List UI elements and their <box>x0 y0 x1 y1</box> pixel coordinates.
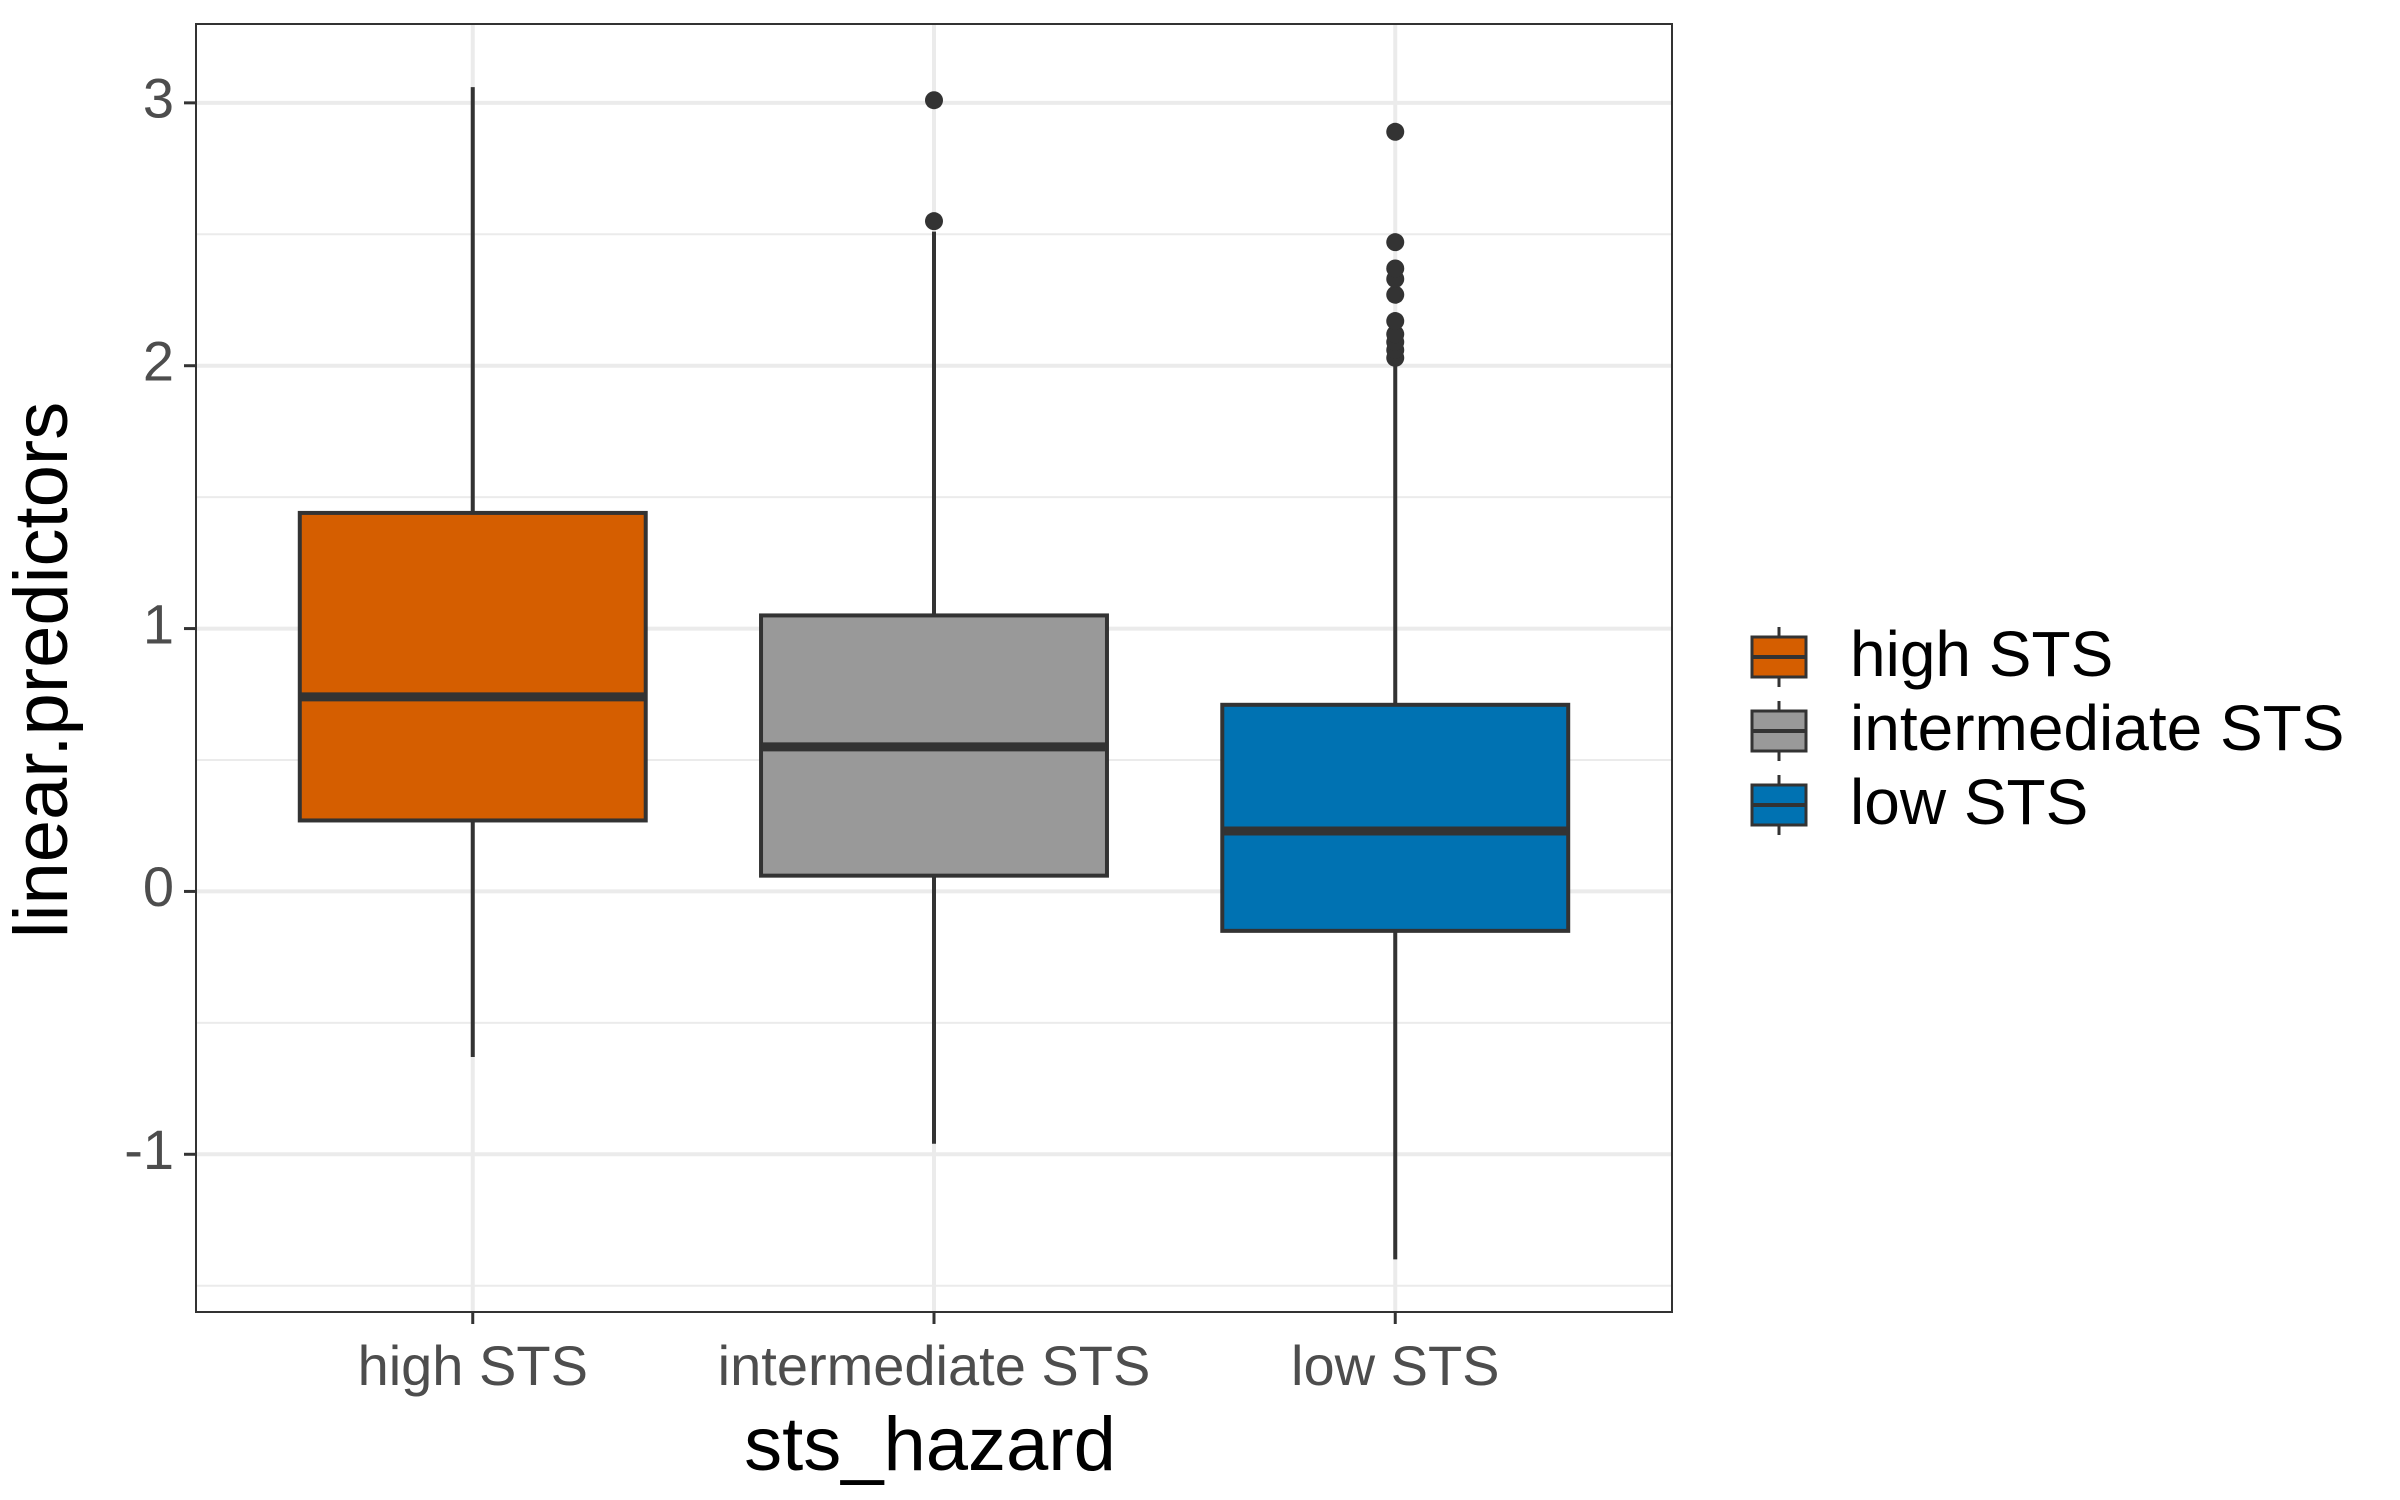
x-axis: high STS intermediate STS low STS <box>358 1312 1500 1397</box>
legend-label: low STS <box>1850 766 2088 838</box>
outlier-point <box>1386 312 1405 331</box>
legend-label: intermediate STS <box>1850 692 2344 764</box>
outlier-point <box>1386 325 1405 344</box>
y-tick-label: 0 <box>143 855 174 918</box>
outlier-point <box>925 91 943 110</box>
outlier-point <box>1386 233 1405 252</box>
box-series <box>297 87 1571 1260</box>
legend-item-high-sts: high STS <box>1750 618 2113 690</box>
y-axis: -1 0 1 2 3 <box>124 67 196 1181</box>
y-tick-label: -1 <box>124 1118 174 1181</box>
box-iqr <box>297 510 648 823</box>
x-axis-title: sts_hazard <box>744 1402 1116 1487</box>
x-tick-label: intermediate STS <box>718 1334 1151 1397</box>
x-tick-label: high STS <box>358 1334 588 1397</box>
y-tick-label: 2 <box>143 330 174 393</box>
outlier-point <box>1386 285 1405 304</box>
legend-label: high STS <box>1850 618 2113 690</box>
box-low-sts <box>1220 122 1571 1260</box>
legend-item-intermediate-sts: intermediate STS <box>1750 692 2344 764</box>
outlier-point <box>1386 259 1405 278</box>
y-axis-title: linear.predictors <box>0 402 84 939</box>
y-tick-label: 3 <box>143 67 174 130</box>
box-intermediate-sts <box>759 91 1109 1144</box>
box-iqr <box>1220 702 1571 933</box>
legend-item-low-sts: low STS <box>1750 766 2088 838</box>
box-high-sts <box>297 87 648 1058</box>
x-tick-label: low STS <box>1291 1334 1500 1397</box>
y-tick-label: 1 <box>143 592 174 655</box>
outlier-point <box>1386 122 1405 141</box>
outlier-point <box>925 212 943 231</box>
